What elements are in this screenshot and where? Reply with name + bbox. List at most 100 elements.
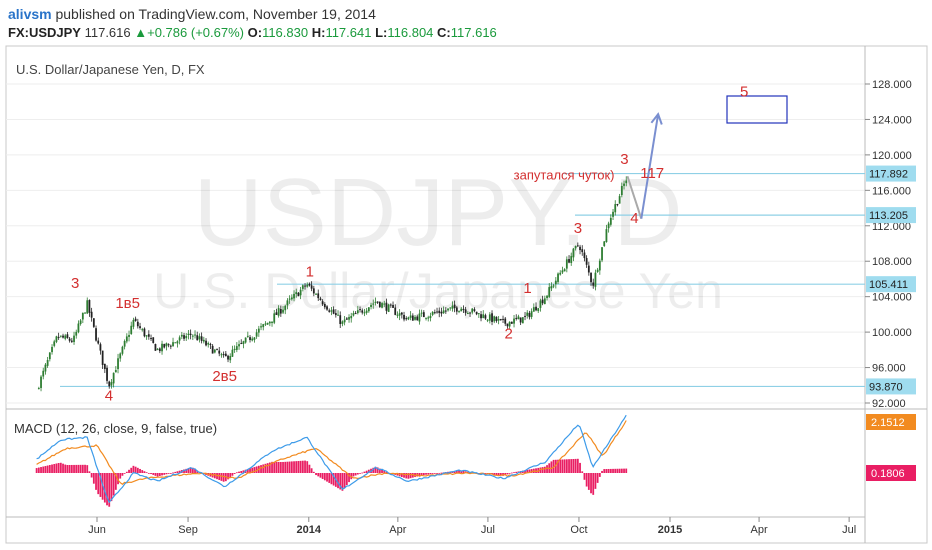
candle-body [343,319,346,323]
price-tick-label: 108.000 [872,256,912,268]
candle [141,327,144,332]
histogram-bar [623,468,625,473]
candle [125,333,128,344]
candle-body [539,300,542,308]
candle-body [359,309,361,311]
candle-body [609,217,612,225]
projection-leg-4[interactable] [626,175,643,219]
candle [81,312,84,324]
histogram-bar [150,473,152,475]
price-tick-label: 96.000 [872,363,906,375]
candle-body [526,312,529,316]
chart-area[interactable]: USDJPY, D U.S. Dollar/Japanese Yen U.S. … [0,45,932,550]
candle-body [119,353,122,359]
histogram-bar [92,473,95,484]
histogram-bar [427,473,430,475]
candle-body [554,280,557,285]
candle [299,286,302,300]
candle-body [381,303,383,308]
candle-body [139,326,141,328]
candle [169,344,172,350]
histogram-bar [304,460,306,473]
candle [75,329,78,339]
publish-text: published on TradingView.com, November 1… [55,6,376,22]
candle-body [407,317,410,320]
candle-body [570,256,573,263]
candle-body [189,333,192,336]
candle [464,306,467,316]
target-box[interactable] [726,95,788,124]
candle-body [535,306,537,311]
histogram-bar [108,473,111,507]
candle-body [271,321,273,324]
candle [251,336,254,342]
candle [535,302,537,312]
candle [389,303,392,308]
candle-body [341,321,344,324]
candle [348,314,350,323]
candle-body [194,334,196,336]
candle-body [506,323,509,327]
candle-body [548,287,551,297]
candle [442,306,445,314]
candle-body [363,312,366,314]
candle-body [455,307,458,312]
candle [480,310,482,322]
candle [411,313,414,321]
candle-body [319,298,322,301]
candle-body [167,344,170,346]
candle-body [176,341,179,344]
level-price-label: 117.892 [869,169,908,181]
price-tick-label: 120.000 [872,150,912,162]
candle-body [128,334,130,337]
projection-leg-5[interactable] [640,113,660,219]
wave-projection[interactable] [626,112,663,219]
candle-body [590,272,592,283]
candle-body [106,367,108,381]
histogram-bar [134,466,137,473]
candle [242,340,245,349]
candle-body [528,312,531,318]
candle [420,309,423,317]
candle-body [290,297,293,300]
price-candles [37,176,628,392]
candle-body [92,318,95,327]
level-price-box [866,378,916,395]
histogram-bar [341,473,344,491]
candle-body [367,307,370,312]
candle [620,182,623,198]
candle-body [130,325,133,334]
histogram-bar [64,464,67,473]
candle [70,337,73,343]
candle-body [361,310,364,313]
candle-body [103,363,106,370]
histogram-bar [343,473,346,488]
histogram-bar [396,473,399,476]
candle [315,292,317,295]
horizontal-levels[interactable] [60,172,865,388]
candle-body [519,317,522,323]
macd-label: MACD (12, 26, close, 9, false, true) [14,421,217,436]
candle-body [37,388,40,390]
histogram-bar [114,473,117,490]
histogram-bar [293,461,295,473]
candle-body [88,300,91,313]
low-label: L: [375,25,388,40]
candle-body [499,318,502,320]
candle [53,339,56,348]
candle-body [552,285,555,287]
candle [123,339,126,350]
candle-body [81,312,84,320]
candle [383,300,386,307]
candle [332,306,335,315]
candle-body [273,313,276,323]
author-link[interactable]: alivsm [8,6,52,22]
histogram-bar [535,468,537,473]
candle-body [79,320,82,324]
candle [469,311,471,317]
candle [106,365,108,384]
close-value: 117.616 [450,25,497,40]
histogram-bar [229,473,232,478]
histogram-bar [55,463,58,473]
candle [165,342,168,351]
